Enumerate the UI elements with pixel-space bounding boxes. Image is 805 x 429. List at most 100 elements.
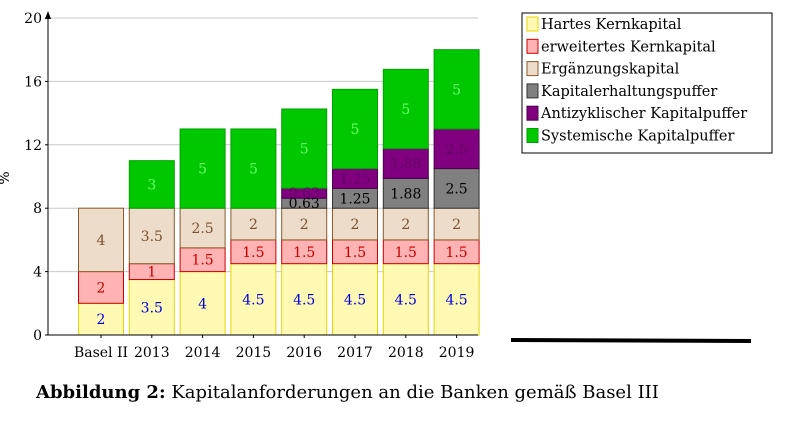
- segment-label: 4.5: [395, 292, 417, 308]
- segment-label: 4.5: [242, 292, 264, 308]
- segment-label: 2.5: [445, 142, 467, 158]
- bar-segment: [433, 168, 480, 209]
- legend-swatch: [526, 38, 539, 54]
- x-tick-label: 2014: [185, 345, 221, 361]
- legend-swatch: [526, 16, 539, 32]
- segment-label: 2.5: [191, 221, 213, 237]
- segment-label: 0.63: [289, 196, 320, 212]
- bar-segment: [382, 177, 429, 209]
- bar-segment: [78, 302, 124, 336]
- legend-entry: erweitertes Kernkapital: [541, 39, 716, 55]
- bar-segment: [128, 160, 175, 209]
- legend-swatch: [526, 128, 539, 143]
- y-tick-label: 0: [33, 328, 42, 344]
- segment-label: 4.5: [445, 292, 467, 308]
- segment-label: 5: [300, 142, 309, 158]
- segment-label: 2: [401, 217, 410, 233]
- caption-text: Kapitalanforderungen an die Banken gemäß…: [165, 382, 659, 403]
- segment-label: 2: [97, 312, 106, 328]
- segment-label: 1.88: [390, 157, 421, 173]
- segment-label: 1.5: [293, 245, 315, 261]
- segment-label: 1.88: [390, 186, 421, 202]
- thick-rule: [510, 338, 752, 343]
- bar-segment: [382, 207, 429, 241]
- bar-segment: [78, 271, 124, 304]
- legend-swatch: [526, 83, 539, 99]
- bar-segment: [332, 88, 378, 170]
- segment-label: 2.5: [445, 181, 467, 197]
- y-tick-label: 4: [33, 265, 42, 281]
- segment-label: 5: [249, 162, 258, 178]
- axes-layer: [45, 11, 478, 338]
- segment-label: 2: [351, 217, 360, 233]
- bar-segment: [281, 108, 328, 189]
- segment-label: 1.5: [395, 245, 417, 261]
- segment-label: 3: [147, 177, 156, 193]
- segment-label: 1.5: [242, 245, 264, 261]
- segment-label: 2: [452, 217, 461, 233]
- y-axis-label: %: [0, 171, 13, 184]
- x-tick-label: 2015: [236, 345, 272, 361]
- y-tick-label: 12: [24, 138, 42, 154]
- legend-entry: Antizyklischer Kapitalpuffer: [540, 106, 747, 122]
- legend-box: [521, 12, 773, 154]
- segment-label: 4.5: [293, 292, 315, 308]
- legend-entry: Ergänzungskapital: [541, 62, 680, 78]
- bar-segment: [332, 263, 378, 336]
- segment-label: 1.5: [445, 245, 467, 261]
- bars-layer: [78, 49, 480, 336]
- legend-entry: Kapitalerhaltungspuffer: [541, 84, 717, 100]
- legend-swatch: [526, 105, 539, 121]
- segment-labels-layer: 2 2 4 3.5 1 3.5 3 4 1.5 2.5 5 4.5 1.5 2 5 4.5 1.5 2 0.630.…: [97, 82, 468, 328]
- bar-segment: [433, 128, 480, 170]
- x-tick-labels: Basel II 2013 2014 2015 2016 2017 2018 2019: [74, 345, 474, 361]
- bar-segment: [332, 207, 378, 241]
- segment-label: 4: [198, 296, 207, 312]
- bar-segment: [433, 49, 480, 130]
- segment-label: 3.5: [141, 229, 163, 245]
- x-tick-label: 2019: [439, 345, 475, 361]
- legend-entry: Systemische Kapitalpuffer: [541, 129, 734, 145]
- x-tick-label: 2018: [388, 345, 424, 361]
- bar-segment: [382, 68, 429, 150]
- legend-swatch: [526, 61, 539, 77]
- bar-segment: [78, 207, 124, 273]
- segment-label: 1.25: [339, 171, 370, 187]
- legend-entry: Hartes Kernkapital: [541, 17, 682, 33]
- segment-label: 4.5: [344, 292, 366, 308]
- segment-label: 1.5: [344, 245, 366, 261]
- bar-segment: [382, 148, 429, 179]
- segment-label: 1.5: [191, 253, 213, 269]
- segment-label: 5: [401, 102, 410, 118]
- legend: Hartes Kernkapital erweitertes Kernkapita…: [521, 12, 773, 154]
- segment-label: 0.63: [289, 186, 320, 202]
- y-tick-label: 8: [33, 201, 42, 217]
- segment-label: 1: [147, 265, 156, 281]
- bar-segment: [382, 263, 429, 336]
- segment-label: 5: [351, 122, 360, 138]
- bar-segment: [230, 128, 277, 209]
- segment-label: 1.25: [339, 191, 370, 207]
- bar-segment: [230, 263, 277, 336]
- segment-label: 5: [452, 82, 461, 98]
- caption-label: Abbildung 2:: [36, 382, 166, 403]
- bar-segment: [128, 207, 175, 265]
- bar-segment: [179, 128, 226, 209]
- y-tick-label: 16: [24, 74, 42, 90]
- segment-label: 5: [198, 162, 207, 178]
- x-tick-label: Basel II: [74, 345, 128, 361]
- x-tick-label: 2017: [337, 345, 373, 361]
- segment-label: 2: [300, 217, 309, 233]
- segment-label: 2: [97, 280, 106, 296]
- y-tick-labels: 0 4 8 12 16 20: [24, 11, 42, 344]
- x-tick-label: 2016: [286, 345, 322, 361]
- segment-label: 3.5: [141, 300, 163, 316]
- x-tick-label: 2013: [134, 345, 170, 361]
- bar-segment: [281, 207, 328, 241]
- y-tick-label: 20: [24, 11, 42, 27]
- bar-segment: [433, 263, 480, 336]
- segment-label: 2: [249, 217, 258, 233]
- segment-label: 4: [97, 233, 106, 249]
- y-axis-arrow: [45, 11, 51, 19]
